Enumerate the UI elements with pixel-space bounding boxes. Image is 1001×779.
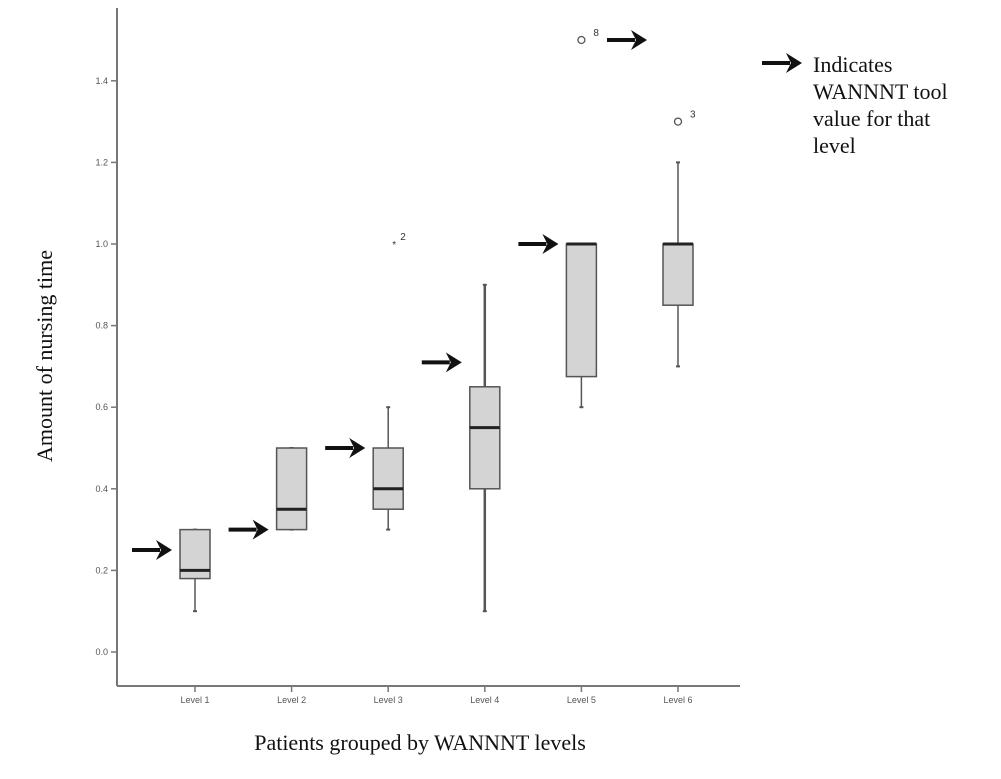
- y-tick-label: 0.6: [95, 402, 108, 412]
- wannnt-arrow-level-4: [421, 352, 462, 373]
- y-ticks: 0.0 0.2 0.4 0.6 0.8 1.0 1.2 1.4: [95, 76, 117, 657]
- y-tick-label: 1.2: [95, 157, 108, 167]
- legend-text-line: level: [813, 133, 856, 158]
- y-tick-label: 0.0: [95, 647, 108, 657]
- wannnt-arrow-level-6: [607, 30, 647, 50]
- wannnt-arrow-level-5: [518, 234, 559, 254]
- box-iqr: [662, 243, 694, 306]
- outlier-label: 8: [593, 28, 599, 39]
- wannnt-arrow-level-1: [132, 540, 172, 560]
- y-tick-label: 0.2: [95, 565, 108, 575]
- x-axis-title: Patients grouped by WANNNT levels: [254, 730, 586, 755]
- outlier-circle-marker: [673, 117, 683, 126]
- y-tick-label: 0.8: [95, 321, 108, 331]
- x-tick-label: Level 4: [470, 695, 499, 705]
- box-iqr: [469, 386, 501, 490]
- axes: [116, 8, 740, 687]
- box-level-2: [275, 447, 308, 531]
- box-iqr: [275, 447, 308, 531]
- legend-text-line: Indicates: [813, 52, 892, 77]
- y-axis-title: Amount of nursing time: [32, 250, 57, 462]
- x-tick-label: Level 5: [567, 695, 596, 705]
- legend-text-line: value for that: [813, 106, 930, 131]
- box-level-5: 8: [565, 28, 599, 409]
- wannnt-arrows: [132, 30, 647, 560]
- y-tick-label: 1.4: [95, 76, 108, 86]
- x-tick-label: Level 1: [180, 695, 209, 705]
- legend-arrow-icon: [762, 53, 802, 73]
- outlier-star-marker: *: [392, 240, 396, 251]
- y-tick-label: 0.4: [95, 484, 108, 494]
- boxes: *283: [179, 28, 696, 613]
- wannnt-arrow-level-2: [228, 519, 269, 540]
- box-level-1: [179, 528, 211, 613]
- box-level-6: 3: [662, 110, 696, 368]
- outlier-label: 2: [400, 232, 406, 243]
- x-tick-label: Level 6: [663, 695, 692, 705]
- outlier-circle-marker: [577, 35, 586, 45]
- box-iqr: [372, 447, 404, 510]
- box-iqr: [565, 243, 598, 378]
- x-tick-label: Level 2: [277, 695, 306, 705]
- box-level-4: [469, 283, 501, 613]
- y-tick-label: 1.0: [95, 239, 108, 249]
- legend-text-line: WANNNT tool: [813, 79, 948, 104]
- wannnt-arrow-level-3: [325, 438, 366, 458]
- box-level-3: *2: [372, 232, 406, 531]
- outlier-label: 3: [690, 110, 696, 121]
- x-tick-label: Level 3: [374, 695, 403, 705]
- x-ticks: Level 1 Level 2 Level 3 Level 4 Level 5 Level…: [180, 686, 693, 705]
